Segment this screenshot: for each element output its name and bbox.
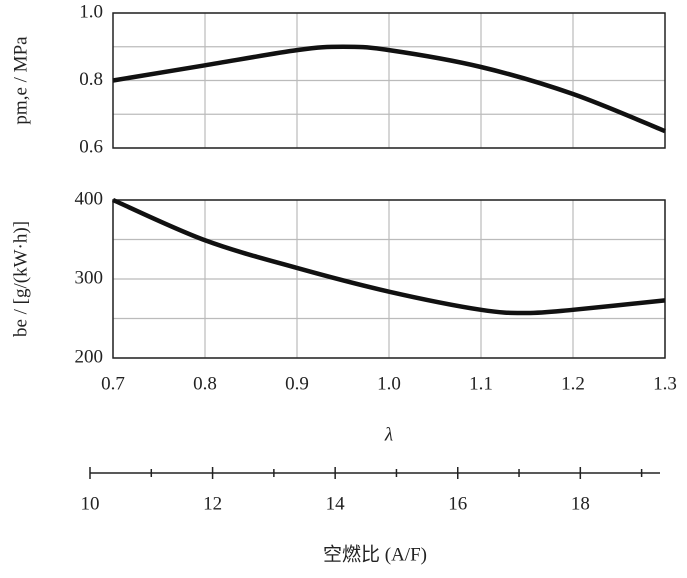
- y-tick-label: 200: [75, 346, 104, 367]
- y-tick-label: 0.6: [79, 136, 103, 157]
- x-tick-label: 1.3: [653, 373, 677, 394]
- x-tick-label: 1.2: [561, 373, 585, 394]
- x2-tick-label: 14: [326, 493, 346, 514]
- y-tick-label: 300: [75, 267, 104, 288]
- x-tick-label: 1.1: [469, 373, 493, 394]
- x-axis-label: λ: [384, 424, 393, 445]
- y-axis-label: be / [g/(kW·h)]: [10, 221, 31, 337]
- x-tick-label: 0.7: [101, 373, 125, 394]
- y-tick-label: 400: [75, 188, 104, 209]
- data-line: [112, 197, 666, 316]
- y-tick-label: 1.0: [79, 1, 103, 22]
- plot-frame: [112, 199, 666, 359]
- y-axis-label: pm,e / MPa: [10, 36, 31, 125]
- x2-tick-label: 12: [203, 493, 222, 514]
- x-tick-label: 0.8: [193, 373, 217, 394]
- x2-tick-label: 18: [571, 493, 590, 514]
- x2-axis-label: 空燃比 (A/F): [323, 543, 427, 565]
- y-tick-label: 0.8: [79, 69, 103, 90]
- x-tick-label: 1.0: [377, 373, 401, 394]
- x2-tick-label: 10: [81, 493, 100, 514]
- x2-tick-label: 16: [448, 493, 467, 514]
- data-line: [112, 44, 666, 134]
- x-tick-label: 0.9: [285, 373, 309, 394]
